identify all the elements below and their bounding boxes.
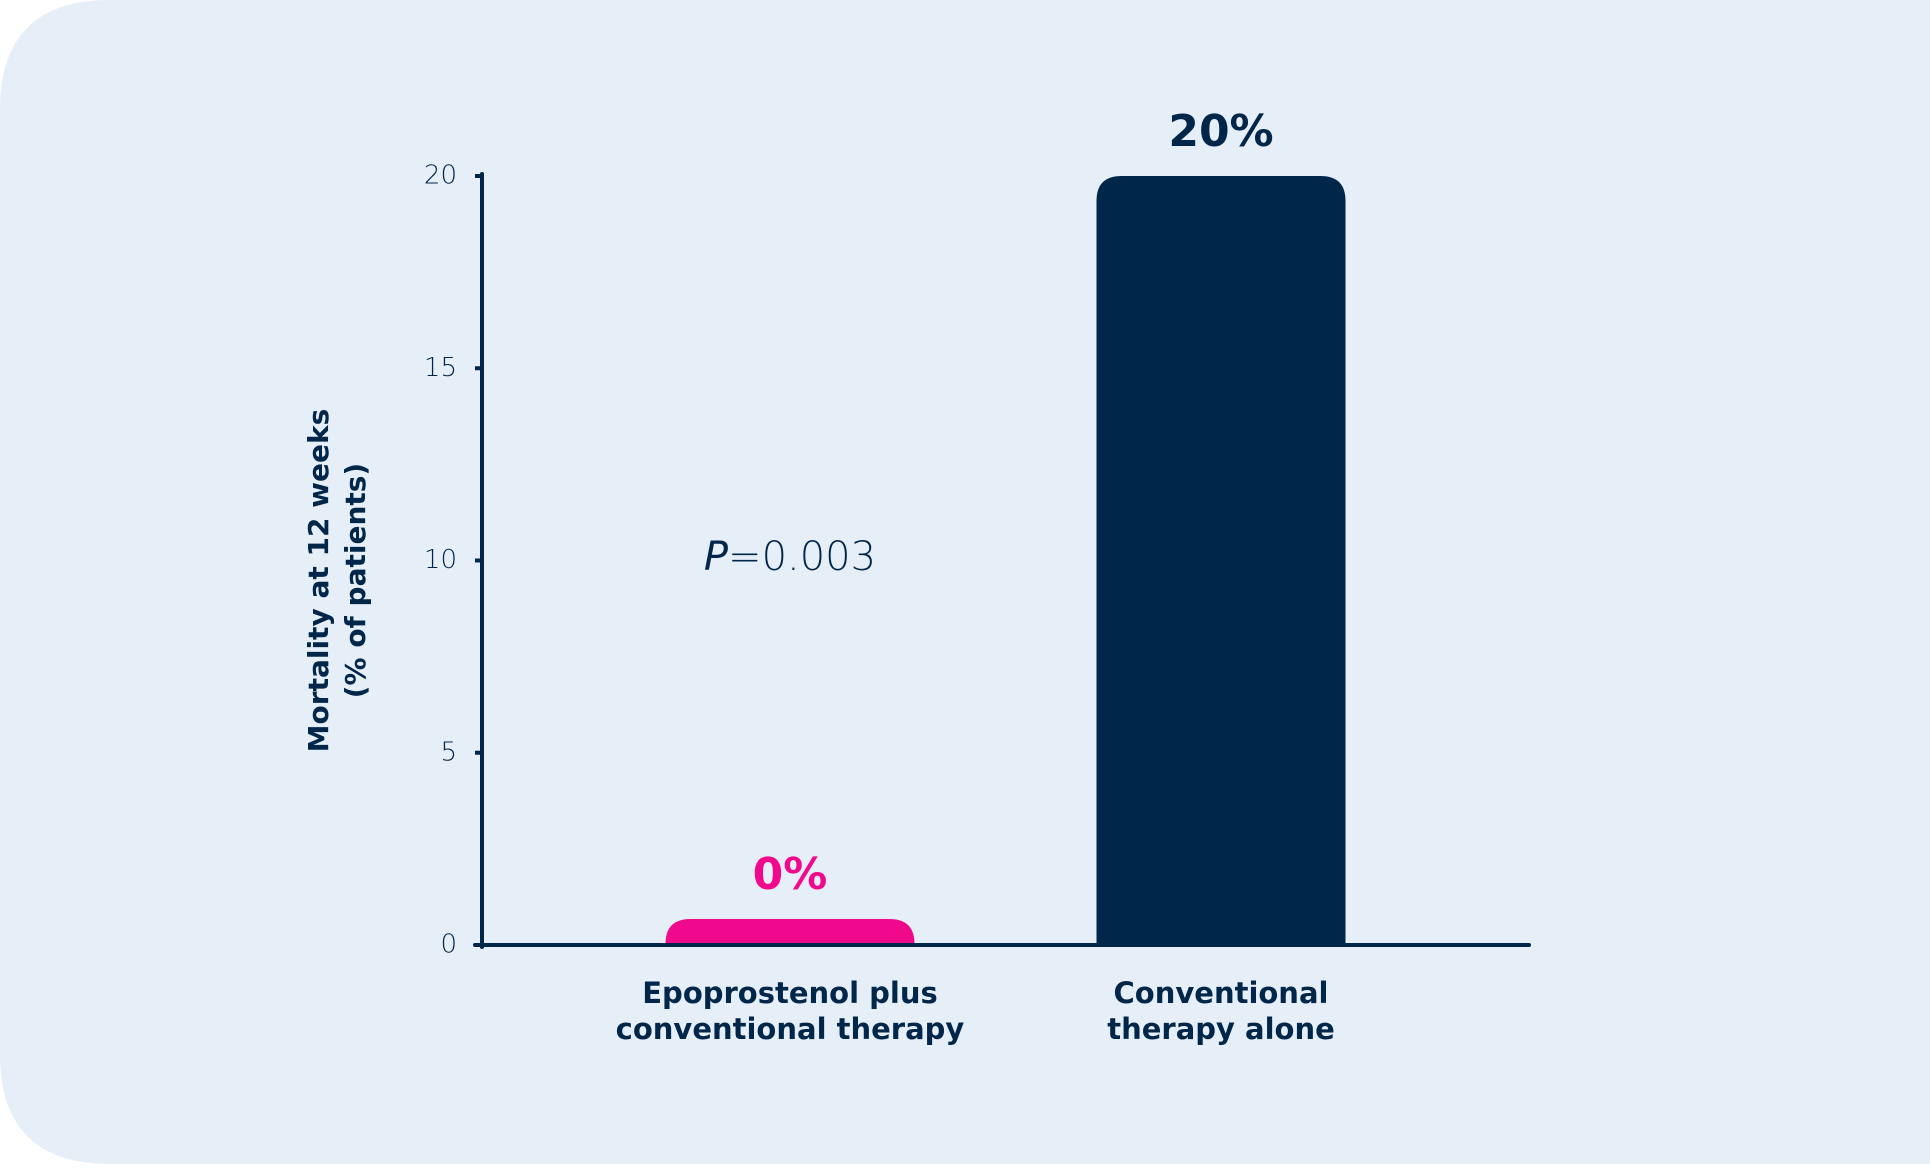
bar (1096, 176, 1346, 945)
plot-area: Mortality at 12 weeks (% of patients) 0 5 10… (302, 106, 1531, 1046)
y-axis-label: Mortality at 12 weeks (302, 409, 335, 753)
value-label: 0% (753, 849, 828, 900)
value-label: 20% (1168, 106, 1273, 157)
x-tick-label: conventional therapy (616, 1012, 965, 1046)
y-axis-label: (% of patients) (339, 463, 372, 698)
y-tick-label: 5 (440, 737, 457, 767)
x-tick-label: Epoprostenol plus (642, 976, 937, 1010)
y-tick-label: 15 (424, 353, 457, 383)
x-tick-label: therapy alone (1107, 1012, 1335, 1046)
annotation-italic: P (704, 534, 729, 580)
annotation: P=0.003 (704, 534, 876, 580)
bar (665, 919, 915, 945)
x-tick-label: Conventional (1114, 976, 1329, 1010)
y-tick-label: 20 (424, 161, 457, 191)
y-tick-label: 0 (440, 930, 457, 960)
annotation-rest: =0.003 (728, 534, 876, 580)
y-tick-label: 10 (424, 545, 457, 575)
